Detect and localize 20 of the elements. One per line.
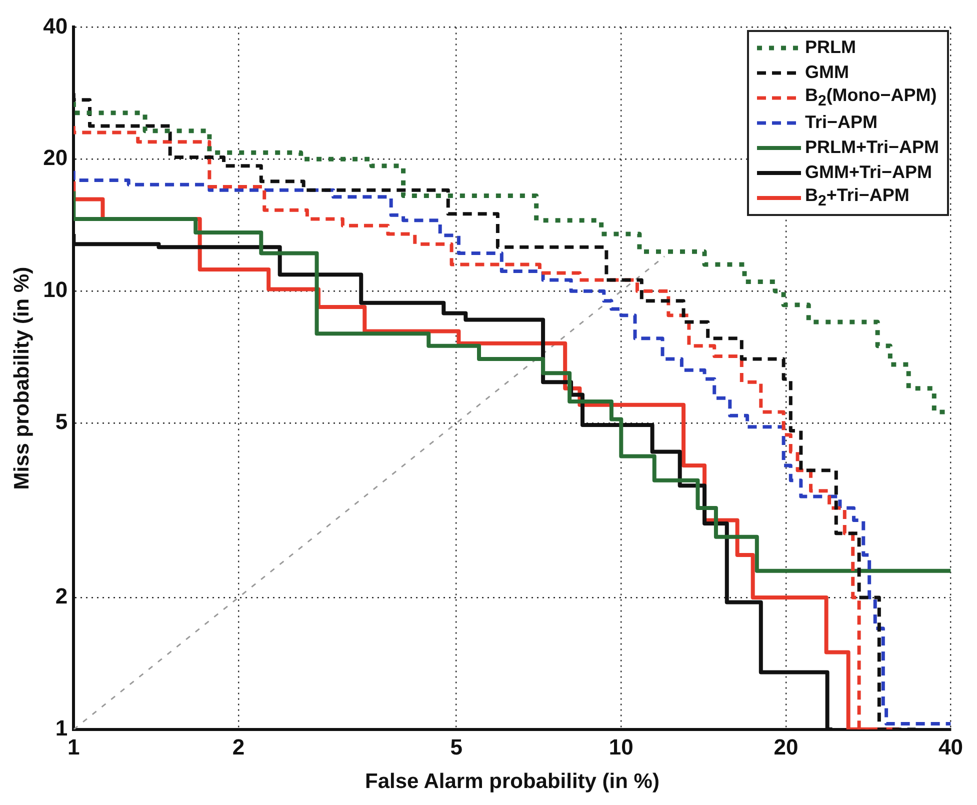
y-tick-label: 5: [55, 409, 68, 434]
legend-label: B$_{2}$(Mono−APM): [804, 85, 937, 110]
y-tick-label: 1: [55, 715, 68, 740]
y-tick-label: 2: [55, 584, 68, 609]
legend-label: GMM: [804, 62, 849, 83]
legend-label: Tri−APM: [804, 112, 878, 133]
x-tick-label: 10: [608, 734, 634, 760]
legend-label: GMM+Tri−APM: [804, 162, 932, 183]
y-tick-label: 40: [43, 13, 68, 38]
x-tick-label: 40: [938, 734, 964, 760]
legend-label: PRLM+Tri−APM: [804, 137, 939, 158]
legend-label: B$_{2}$+Tri−APM: [804, 185, 910, 210]
legend-label: PRLM: [804, 37, 856, 58]
x-tick-label: 2: [232, 734, 245, 760]
y-tick-label: 10: [43, 277, 68, 302]
x-tick-label: 20: [774, 734, 798, 760]
x-axis-title: False Alarm probability (in %): [364, 770, 660, 794]
y-axis-title: Miss probability (in %): [10, 266, 34, 490]
y-tick-label: 20: [43, 145, 68, 170]
x-tick-label: 5: [450, 734, 462, 760]
